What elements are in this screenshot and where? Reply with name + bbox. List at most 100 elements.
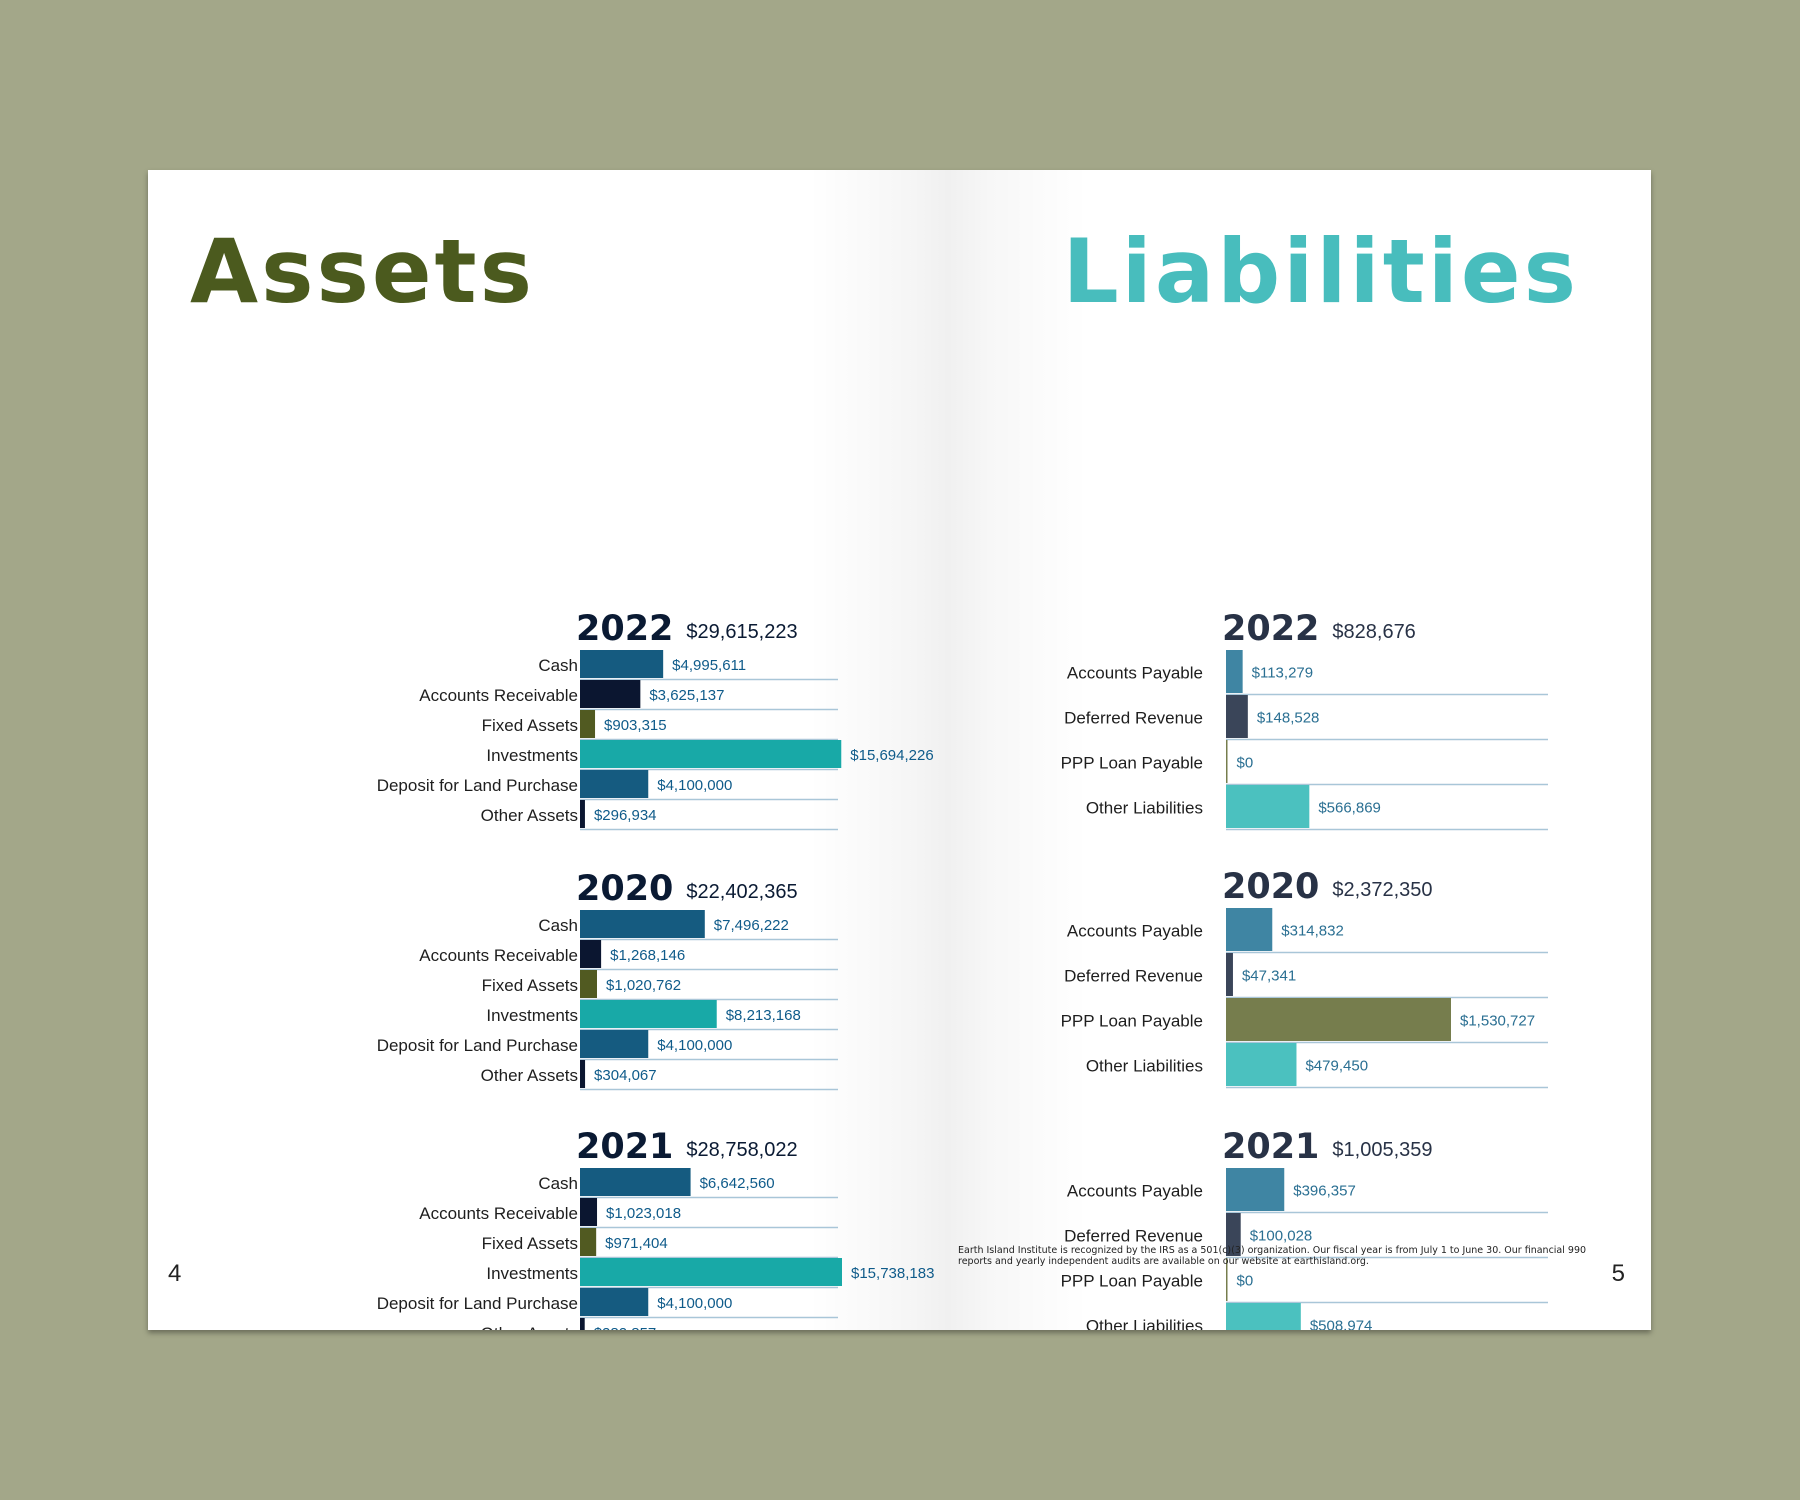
category-label-cash: Cash [538,656,578,675]
bar-cash [580,650,664,678]
category-label-other-liabilities: Other Liabilities [1086,799,1203,818]
bar-other-assets [580,1318,585,1330]
category-label-fixed-assets: Fixed Assets [482,976,578,995]
bar-accounts-receivable [580,680,641,708]
assets-total-2021: $28,758,022 [686,1139,797,1161]
value-label-ppp-loan-payable: $0 [1237,755,1254,772]
bar-ppp-loan-payable [1226,1258,1228,1301]
assets-year-2020: 2020 [576,869,673,909]
footnote: Earth Island Institute is recognized by … [958,1245,1587,1267]
bar-cash [580,910,705,938]
bar-deferred-revenue [1226,1213,1241,1256]
liabilities-total-2020: $2,372,350 [1332,879,1432,901]
bar-other-assets [580,1060,586,1088]
value-label-other-liabilities: $508,974 [1310,1318,1373,1331]
bar-fixed-assets [580,710,596,738]
bar-accounts-payable [1226,650,1243,693]
liabilities-title: Liabilities [1062,220,1579,323]
value-label-ppp-loan-payable: $1,530,727 [1460,1013,1535,1030]
bar-deferred-revenue [1226,953,1233,996]
value-label-other-assets: $296,934 [594,807,657,824]
page-number-right: 5 [1611,1260,1625,1287]
bar-accounts-payable [1226,908,1273,951]
value-label-investments: $8,213,168 [726,1007,801,1024]
assets-chart-2020: 2020 $22,402,365 Cash $7,496,222 Accounts Re… [377,869,838,1091]
bar-other-liabilities [1226,1043,1297,1086]
bar-fixed-assets [580,1228,597,1256]
category-label-accounts-payable: Accounts Payable [1067,1182,1203,1201]
liabilities-year-2020: 2020 [1222,867,1319,907]
value-label-fixed-assets: $1,020,762 [606,977,681,994]
value-label-other-assets: $282,857 [594,1325,657,1330]
value-label-cash: $6,642,560 [700,1175,775,1192]
category-label-cash: Cash [538,916,578,935]
bar-other-liabilities [1226,1303,1301,1330]
liabilities-chart-2022: 2022 $828,676 Accounts Payable $113,279 Defe… [1061,609,1548,831]
category-label-ppp-loan-payable: PPP Loan Payable [1061,1012,1203,1031]
category-label-investments: Investments [486,746,578,765]
category-label-other-assets: Other Assets [481,806,578,825]
bar-deposit-for-land-purchase [580,770,649,798]
value-label-ppp-loan-payable: $0 [1237,1273,1254,1290]
liabilities-chart-2020: 2020 $2,372,350 Accounts Payable $314,832 De… [1061,867,1548,1089]
bar-accounts-receivable [580,940,602,968]
value-label-accounts-payable: $314,832 [1281,923,1344,940]
liabilities-total-2022: $828,676 [1332,621,1415,643]
assets-year-2022: 2022 [576,609,673,649]
value-label-investments: $15,738,183 [851,1265,934,1282]
category-label-investments: Investments [486,1264,578,1283]
category-label-accounts-receivable: Accounts Receivable [419,1204,578,1223]
value-label-fixed-assets: $903,315 [604,717,667,734]
bar-deposit-for-land-purchase [580,1288,649,1316]
value-label-accounts-receivable: $3,625,137 [649,687,724,704]
bar-cash [580,1168,691,1196]
category-label-other-liabilities: Other Liabilities [1086,1317,1203,1331]
assets-year-2021: 2021 [576,1127,673,1167]
assets-total-2022: $29,615,223 [686,621,797,643]
value-label-deferred-revenue: $148,528 [1257,710,1320,727]
bar-deferred-revenue [1226,695,1248,738]
annual-report-spread: Assets Liabilities 2022 $29,615,223 Cash $4… [148,170,1651,1330]
liabilities-total-2021: $1,005,359 [1332,1139,1432,1161]
category-label-ppp-loan-payable: PPP Loan Payable [1061,1272,1203,1291]
category-label-accounts-receivable: Accounts Receivable [419,946,578,965]
category-label-deposit-for-land-purchase: Deposit for Land Purchase [377,776,578,795]
bar-investments [580,1258,842,1286]
liabilities-year-2021: 2021 [1222,1127,1319,1167]
value-label-accounts-payable: $113,279 [1252,665,1313,682]
value-label-accounts-payable: $396,357 [1293,1183,1356,1200]
bar-investments [580,1000,717,1028]
category-label-other-assets: Other Assets [481,1066,578,1085]
value-label-other-assets: $304,067 [594,1067,657,1084]
category-label-deferred-revenue: Deferred Revenue [1064,967,1203,986]
value-label-fixed-assets: $971,404 [605,1235,668,1252]
value-label-investments: $15,694,226 [850,747,933,764]
assets-title: Assets [190,220,535,323]
bar-other-liabilities [1226,785,1310,828]
category-label-cash: Cash [538,1174,578,1193]
category-label-deferred-revenue: Deferred Revenue [1064,1227,1203,1246]
category-label-deferred-revenue: Deferred Revenue [1064,709,1203,728]
category-label-fixed-assets: Fixed Assets [482,716,578,735]
value-label-deferred-revenue: $47,341 [1242,968,1296,985]
value-label-other-liabilities: $479,450 [1305,1058,1368,1075]
bar-deposit-for-land-purchase [580,1030,649,1058]
bar-ppp-loan-payable [1226,740,1228,783]
category-label-accounts-payable: Accounts Payable [1067,664,1203,683]
category-label-fixed-assets: Fixed Assets [482,1234,578,1253]
bar-other-assets [580,800,585,828]
value-label-deposit-for-land-purchase: $4,100,000 [657,1295,732,1312]
category-label-accounts-payable: Accounts Payable [1067,922,1203,941]
value-label-cash: $7,496,222 [714,917,789,934]
category-label-investments: Investments [486,1006,578,1025]
liabilities-chart-2021: 2021 $1,005,359 Accounts Payable $396,357 De… [1061,1127,1548,1331]
category-label-deposit-for-land-purchase: Deposit for Land Purchase [377,1294,578,1313]
category-label-accounts-receivable: Accounts Receivable [419,686,578,705]
value-label-deposit-for-land-purchase: $4,100,000 [657,1037,732,1054]
value-label-accounts-receivable: $1,023,018 [606,1205,681,1222]
category-label-deposit-for-land-purchase: Deposit for Land Purchase [377,1036,578,1055]
value-label-other-liabilities: $566,869 [1318,800,1381,817]
bar-fixed-assets [580,970,597,998]
bar-accounts-payable [1226,1168,1285,1211]
liabilities-year-2022: 2022 [1222,609,1319,649]
